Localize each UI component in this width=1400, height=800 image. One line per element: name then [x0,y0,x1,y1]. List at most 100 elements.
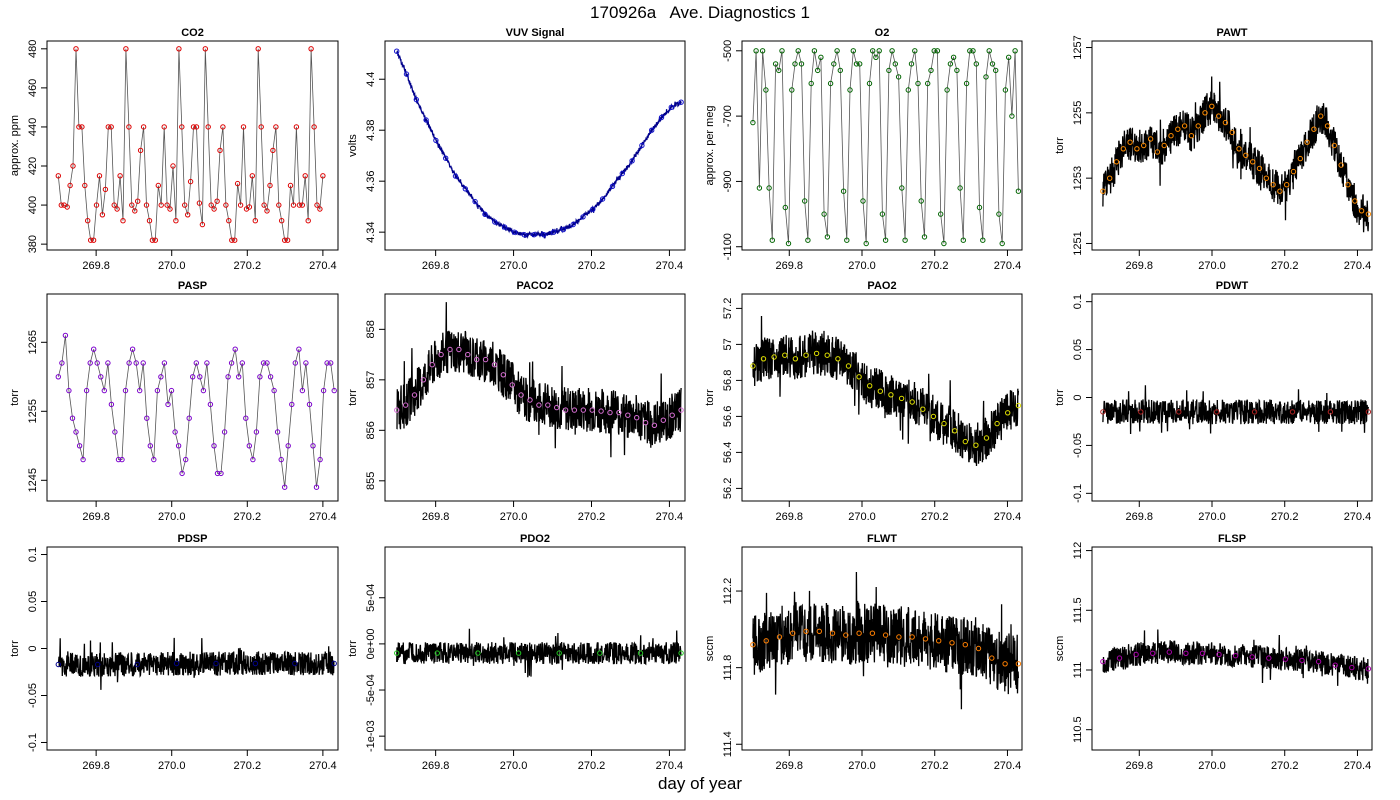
pao2-ytick-label-3: 56.8 [722,370,734,391]
vuv-point-16 [550,229,557,235]
o2-point-68 [970,48,976,54]
flsp-point-16 [1365,666,1372,672]
pdo2-xtick-label-3: 270.4 [656,760,684,772]
pawt-point-14 [1195,123,1201,129]
panel-pdsp: PDSP torr 269.8 270.0 270.2 270.4 -0.1 -0.05 0 0.… [9,533,339,772]
flsp-point-0 [1100,658,1106,665]
pdsp-xtick-label-0: 269.8 [82,760,110,772]
o2-point-50 [912,48,918,54]
vuv-point-22 [609,183,616,190]
pdwt-ytick-label-0: -0.1 [1072,484,1084,503]
pawt-point-2 [1113,159,1120,165]
o2-point-76 [996,211,1002,217]
paco2-point-15 [527,397,533,403]
pdo2-raw-trace [396,628,682,678]
o2-point-29 [844,237,850,243]
o2-point-79 [1006,54,1012,60]
pdwt-point-7 [1365,409,1372,415]
o2-point-17 [805,237,811,243]
co2-point-30 [143,202,150,208]
vuv-xtick-label-1: 270.0 [500,260,528,272]
pasp-point-42 [204,360,210,366]
co2-point-58 [226,218,232,224]
vuv-point-25 [639,142,645,149]
pawt-xtick-label-0: 269.8 [1126,260,1154,272]
pdwt-ytick-label-3: 0.05 [1072,339,1084,360]
pasp-point-26 [147,443,154,449]
flsp-point-5 [1183,650,1189,656]
o2-point-54 [925,80,931,87]
pasp-point-74 [317,456,323,463]
o2-point-38 [873,54,879,60]
pdwt-point-1 [1138,409,1144,415]
pasp-point-56 [253,429,260,435]
pdsp-point-7 [331,660,337,667]
paco2-point-32 [678,407,684,413]
o2-point-5 [766,185,772,191]
pao2-point-3 [782,352,788,358]
co2-ylabel: approx. ppm [9,115,21,176]
o2-point-19 [811,48,818,54]
flwt-xtick-label-1: 270.0 [848,760,876,772]
pasp-series-line [57,335,335,488]
o2-point-63 [954,67,960,74]
flwt-xtick-label-0: 269.8 [776,760,804,772]
co2-point-89 [317,206,323,212]
o2-point-27 [837,67,843,74]
o2-point-45 [895,74,902,80]
pao2-point-18 [941,420,947,427]
flwt-ylabel: sccm [704,636,716,662]
flsp-point-3 [1150,650,1156,656]
flwt-plot-area [750,571,1022,710]
pao2-xtick-label-3: 270.4 [994,511,1022,523]
flsp-point-10 [1266,655,1272,661]
pawt-point-6 [1141,142,1147,149]
paco2-point-27 [634,415,640,421]
pasp-point-32 [168,387,175,394]
pao2-xtick-label-2: 270.2 [921,511,949,523]
pawt-point-34 [1331,142,1338,149]
paco2-ytick-label-1: 856 [365,421,377,439]
pasp-point-31 [165,401,171,408]
o2-point-67 [967,48,973,54]
o2-point-7 [772,61,779,67]
co2-point-69 [258,124,264,130]
o2-point-75 [993,67,999,74]
paco2-point-28 [642,420,649,426]
vuv-point-28 [668,104,674,111]
pao2-ytick-label-2: 56.6 [722,406,734,427]
co2-point-66 [249,173,256,179]
flwt-point-3 [790,630,796,636]
pdo2-xtick-label-0: 269.8 [422,760,450,772]
pawt-ytick-label-1: 1253 [1072,166,1084,190]
o2-point-34 [860,198,866,204]
pawt-xtick-label-3: 270.4 [1344,260,1372,272]
o2-point-60 [944,87,950,93]
pao2-point-12 [877,388,883,394]
pdo2-ytick-label-0: 5e-04 [365,584,377,612]
co2-point-12 [90,237,97,243]
co2-point-16 [102,186,109,193]
flwt-point-18 [989,655,995,661]
co2-point-46 [190,124,197,130]
pawt-point-10 [1168,133,1174,139]
panel-o2: O2 approx. per meg 269.8 270.0 270.2 270.4 -50… [704,27,1023,272]
o2-series-line [752,49,1019,244]
pawt-ylabel: torr [1054,137,1066,154]
paco2-point-12 [500,372,506,378]
pawt-point-39 [1365,211,1372,217]
co2-point-26 [132,208,138,214]
pdsp-raw-trace [57,637,335,690]
paco2-plot-area [394,302,684,458]
flsp-xtick-label-2: 270.2 [1271,760,1299,772]
o2-point-72 [983,74,989,80]
co2-point-81 [293,124,300,130]
co2-point-48 [196,200,203,206]
flsp-plot-area [1100,629,1372,686]
paco2-ytick-label-3: 858 [365,320,377,338]
vuv-frame [384,40,686,251]
pasp-point-44 [211,443,217,449]
paco2-point-0 [394,407,400,413]
o2-point-78 [1002,87,1009,93]
pdo2-point-0 [394,650,400,656]
